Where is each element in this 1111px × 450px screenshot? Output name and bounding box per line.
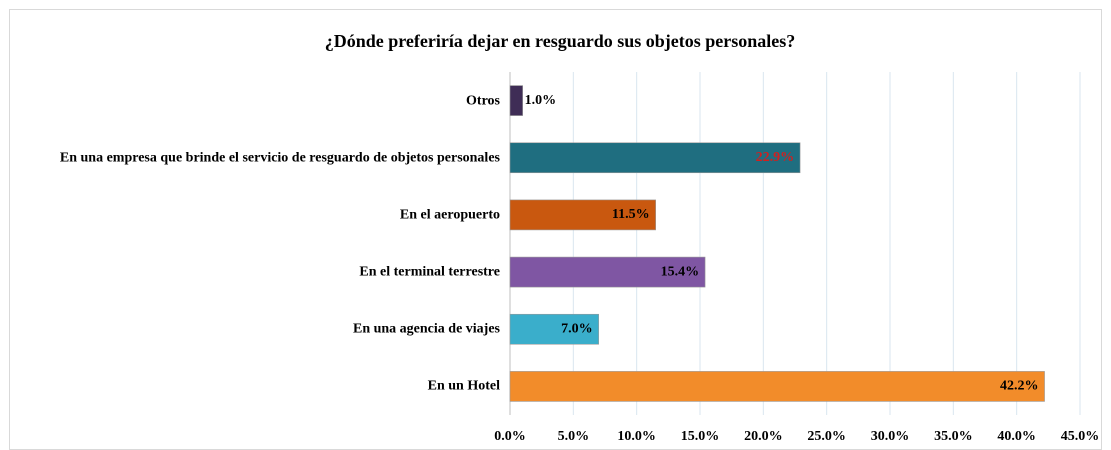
chart-title: ¿Dónde preferiría dejar en resguardo sus… [325, 31, 795, 51]
bar [509, 256, 706, 288]
y-tick-label: En un Hotel [427, 378, 500, 394]
data-label: 1.0% [525, 93, 557, 108]
bar [509, 199, 656, 231]
x-tick-label: 25.0% [807, 429, 846, 444]
bar [509, 85, 523, 116]
x-tick-label: 5.0% [558, 429, 590, 444]
bar [509, 371, 1045, 402]
x-tick-label: 20.0% [744, 429, 783, 444]
y-tick-label: En el terminal terrestre [359, 264, 500, 280]
x-tick-label: 15.0% [681, 429, 720, 444]
x-tick-label: 40.0% [997, 429, 1036, 444]
y-tick-label: En una empresa que brinde el servicio de… [59, 150, 500, 166]
data-label: 22.9% [756, 150, 795, 165]
bar [509, 142, 801, 174]
data-label: 11.5% [612, 207, 650, 222]
data-label: 7.0% [561, 321, 593, 336]
x-tick-label: 35.0% [934, 429, 973, 444]
x-tick-label: 30.0% [871, 429, 910, 444]
data-label: 15.4% [661, 264, 700, 279]
y-tick-label: Otros [466, 93, 500, 109]
data-label: 42.2% [1000, 379, 1039, 394]
x-tick-label: 10.0% [617, 429, 656, 444]
y-tick-label: En el aeropuerto [399, 207, 500, 223]
bar [509, 313, 599, 345]
x-tick-label: 45.0% [1061, 429, 1100, 444]
x-tick-label: 0.0% [494, 429, 526, 444]
y-tick-label: En una agencia de viajes [352, 321, 500, 337]
